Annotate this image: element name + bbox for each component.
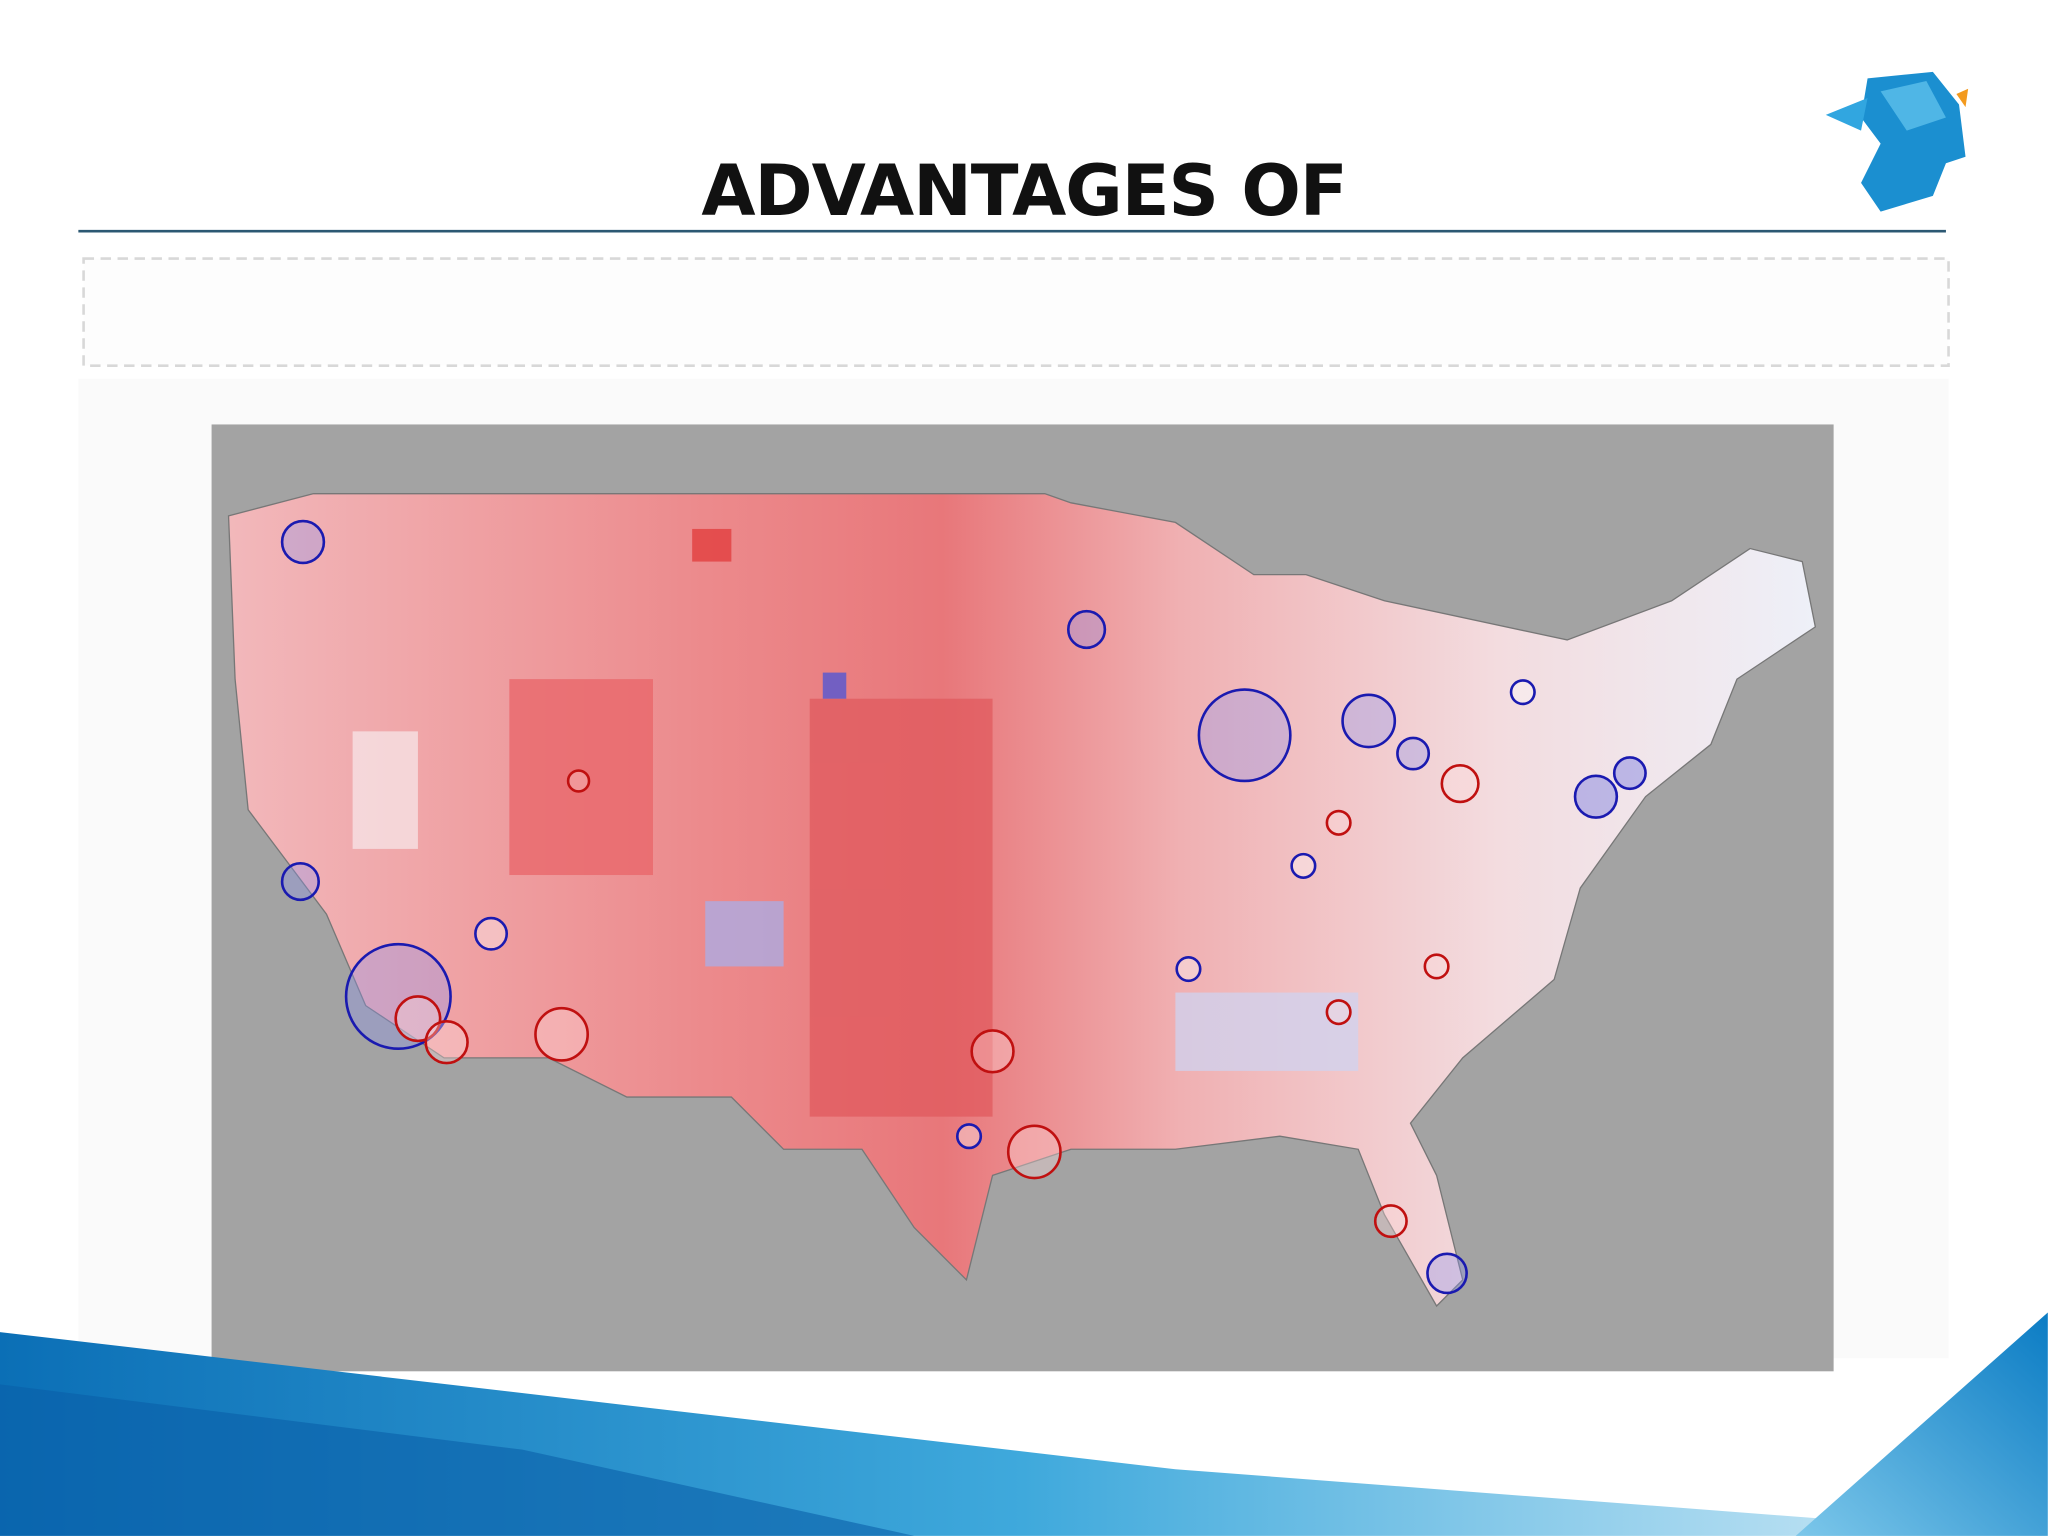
logo <box>1825 71 1969 212</box>
placeholder-box <box>82 257 1950 367</box>
slide-title: ADVANTAGES OF <box>701 150 1347 232</box>
slide-layout <box>0 71 2048 1536</box>
map-circles <box>280 519 1647 1295</box>
map-regions <box>352 528 1359 1117</box>
footer-swoosh-dark <box>0 1384 915 1536</box>
footer-corner <box>1795 1312 2048 1536</box>
